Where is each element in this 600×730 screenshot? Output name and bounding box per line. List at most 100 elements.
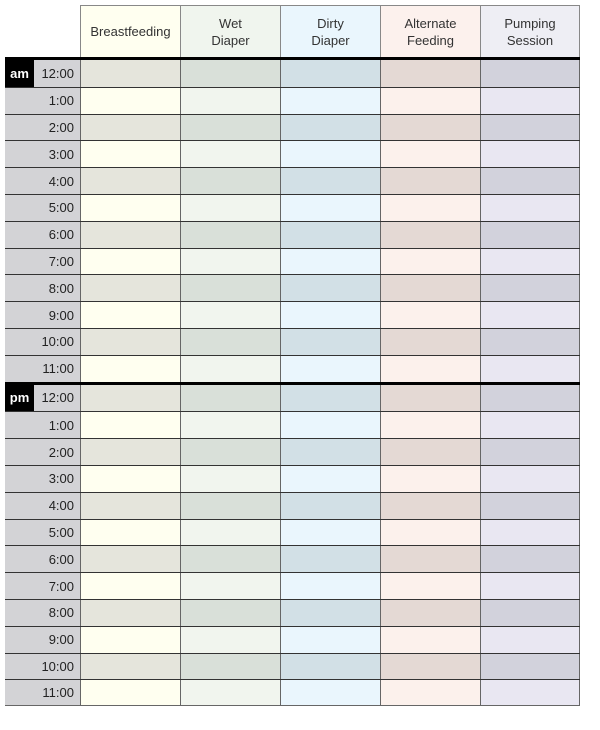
entry-cell[interactable] <box>180 114 280 141</box>
entry-cell[interactable] <box>180 248 280 275</box>
entry-cell[interactable] <box>280 355 380 382</box>
entry-cell[interactable] <box>180 546 280 573</box>
entry-cell[interactable] <box>180 412 280 439</box>
entry-cell[interactable] <box>280 412 380 439</box>
entry-cell[interactable] <box>480 221 580 248</box>
entry-cell[interactable] <box>180 168 280 194</box>
entry-cell[interactable] <box>480 599 580 626</box>
entry-cell[interactable] <box>280 384 380 412</box>
entry-cell[interactable] <box>480 465 580 492</box>
entry-cell[interactable] <box>280 492 380 519</box>
entry-cell[interactable] <box>480 412 580 439</box>
entry-cell[interactable] <box>480 87 580 114</box>
entry-cell[interactable] <box>280 87 380 114</box>
entry-cell[interactable] <box>280 519 380 546</box>
entry-cell[interactable] <box>80 546 180 573</box>
entry-cell[interactable] <box>380 328 480 355</box>
entry-cell[interactable] <box>480 248 580 275</box>
entry-cell[interactable] <box>480 328 580 355</box>
entry-cell[interactable] <box>80 221 180 248</box>
entry-cell[interactable] <box>280 248 380 275</box>
entry-cell[interactable] <box>80 328 180 355</box>
entry-cell[interactable] <box>280 302 380 328</box>
entry-cell[interactable] <box>480 653 580 680</box>
entry-cell[interactable] <box>180 221 280 248</box>
entry-cell[interactable] <box>480 384 580 412</box>
entry-cell[interactable] <box>480 573 580 599</box>
entry-cell[interactable] <box>80 275 180 302</box>
entry-cell[interactable] <box>180 60 280 87</box>
entry-cell[interactable] <box>180 492 280 519</box>
entry-cell[interactable] <box>280 194 380 221</box>
entry-cell[interactable] <box>180 194 280 221</box>
entry-cell[interactable] <box>80 141 180 168</box>
entry-cell[interactable] <box>380 412 480 439</box>
entry-cell[interactable] <box>180 680 280 706</box>
entry-cell[interactable] <box>180 573 280 599</box>
entry-cell[interactable] <box>280 275 380 302</box>
entry-cell[interactable] <box>480 114 580 141</box>
entry-cell[interactable] <box>480 168 580 194</box>
entry-cell[interactable] <box>180 626 280 653</box>
entry-cell[interactable] <box>480 546 580 573</box>
entry-cell[interactable] <box>280 546 380 573</box>
entry-cell[interactable] <box>180 653 280 680</box>
entry-cell[interactable] <box>280 328 380 355</box>
entry-cell[interactable] <box>80 412 180 439</box>
entry-cell[interactable] <box>80 168 180 194</box>
entry-cell[interactable] <box>180 465 280 492</box>
entry-cell[interactable] <box>480 519 580 546</box>
entry-cell[interactable] <box>380 573 480 599</box>
entry-cell[interactable] <box>280 653 380 680</box>
entry-cell[interactable] <box>380 248 480 275</box>
entry-cell[interactable] <box>280 168 380 194</box>
entry-cell[interactable] <box>80 519 180 546</box>
entry-cell[interactable] <box>380 492 480 519</box>
entry-cell[interactable] <box>280 60 380 87</box>
entry-cell[interactable] <box>80 302 180 328</box>
entry-cell[interactable] <box>80 87 180 114</box>
entry-cell[interactable] <box>380 599 480 626</box>
entry-cell[interactable] <box>380 384 480 412</box>
entry-cell[interactable] <box>280 465 380 492</box>
entry-cell[interactable] <box>80 114 180 141</box>
entry-cell[interactable] <box>480 141 580 168</box>
entry-cell[interactable] <box>80 653 180 680</box>
entry-cell[interactable] <box>180 141 280 168</box>
entry-cell[interactable] <box>380 168 480 194</box>
entry-cell[interactable] <box>380 626 480 653</box>
entry-cell[interactable] <box>80 465 180 492</box>
entry-cell[interactable] <box>480 626 580 653</box>
entry-cell[interactable] <box>180 384 280 412</box>
entry-cell[interactable] <box>380 465 480 492</box>
entry-cell[interactable] <box>380 60 480 87</box>
entry-cell[interactable] <box>380 680 480 706</box>
entry-cell[interactable] <box>480 439 580 465</box>
entry-cell[interactable] <box>280 221 380 248</box>
entry-cell[interactable] <box>280 114 380 141</box>
entry-cell[interactable] <box>80 573 180 599</box>
entry-cell[interactable] <box>180 599 280 626</box>
entry-cell[interactable] <box>80 355 180 382</box>
entry-cell[interactable] <box>280 141 380 168</box>
entry-cell[interactable] <box>80 492 180 519</box>
entry-cell[interactable] <box>380 519 480 546</box>
entry-cell[interactable] <box>80 599 180 626</box>
entry-cell[interactable] <box>380 114 480 141</box>
entry-cell[interactable] <box>80 680 180 706</box>
entry-cell[interactable] <box>480 680 580 706</box>
entry-cell[interactable] <box>280 599 380 626</box>
entry-cell[interactable] <box>280 439 380 465</box>
entry-cell[interactable] <box>380 355 480 382</box>
entry-cell[interactable] <box>80 384 180 412</box>
entry-cell[interactable] <box>380 439 480 465</box>
entry-cell[interactable] <box>380 87 480 114</box>
entry-cell[interactable] <box>380 546 480 573</box>
entry-cell[interactable] <box>80 439 180 465</box>
entry-cell[interactable] <box>80 194 180 221</box>
entry-cell[interactable] <box>80 626 180 653</box>
entry-cell[interactable] <box>480 492 580 519</box>
entry-cell[interactable] <box>280 626 380 653</box>
entry-cell[interactable] <box>380 302 480 328</box>
entry-cell[interactable] <box>280 573 380 599</box>
